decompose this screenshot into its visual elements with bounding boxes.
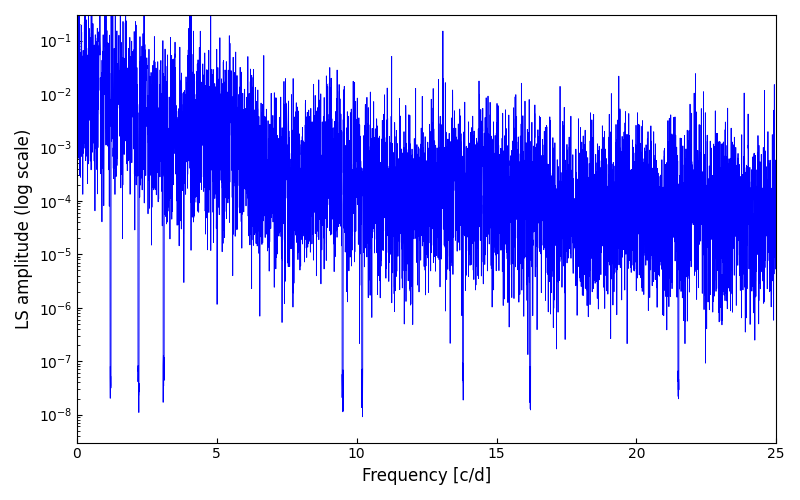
Y-axis label: LS amplitude (log scale): LS amplitude (log scale)	[15, 128, 33, 329]
X-axis label: Frequency [c/d]: Frequency [c/d]	[362, 467, 491, 485]
